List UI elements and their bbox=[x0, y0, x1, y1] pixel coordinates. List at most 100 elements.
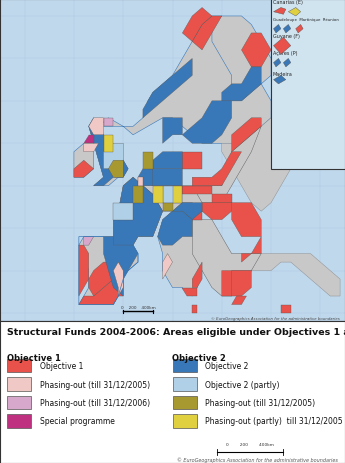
Polygon shape bbox=[183, 8, 212, 42]
Polygon shape bbox=[104, 119, 114, 127]
Bar bbox=[172, 377, 197, 391]
Polygon shape bbox=[192, 220, 261, 296]
Polygon shape bbox=[274, 8, 286, 15]
Bar bbox=[172, 414, 197, 428]
Polygon shape bbox=[222, 68, 261, 101]
Polygon shape bbox=[183, 288, 197, 296]
Text: Objective 1: Objective 1 bbox=[40, 362, 83, 370]
Polygon shape bbox=[252, 254, 340, 296]
Text: Phasing-out (till 31/12/2005): Phasing-out (till 31/12/2005) bbox=[205, 398, 315, 407]
Bar bbox=[7, 396, 31, 409]
Polygon shape bbox=[108, 161, 123, 178]
Text: Special programme: Special programme bbox=[40, 417, 115, 425]
Text: 0    200    400km: 0 200 400km bbox=[121, 305, 155, 309]
Polygon shape bbox=[138, 178, 143, 186]
Polygon shape bbox=[162, 186, 183, 203]
Polygon shape bbox=[84, 144, 99, 152]
Polygon shape bbox=[283, 59, 291, 68]
Polygon shape bbox=[162, 254, 172, 280]
Polygon shape bbox=[143, 152, 153, 169]
Polygon shape bbox=[283, 25, 291, 34]
Text: Objective 2: Objective 2 bbox=[172, 353, 226, 362]
Polygon shape bbox=[274, 59, 281, 68]
Text: Phasing-out (partly)  till 31/12/2005: Phasing-out (partly) till 31/12/2005 bbox=[205, 417, 343, 425]
Polygon shape bbox=[104, 136, 114, 152]
Polygon shape bbox=[84, 237, 93, 245]
Polygon shape bbox=[133, 186, 143, 203]
Polygon shape bbox=[192, 152, 242, 186]
Polygon shape bbox=[89, 119, 128, 186]
Polygon shape bbox=[114, 178, 162, 245]
Polygon shape bbox=[158, 212, 192, 245]
Polygon shape bbox=[153, 186, 162, 203]
Polygon shape bbox=[274, 76, 286, 85]
Polygon shape bbox=[74, 144, 93, 178]
Text: Objective 2 (partly): Objective 2 (partly) bbox=[205, 380, 280, 389]
Polygon shape bbox=[84, 136, 93, 144]
Text: Guadeloupe  Martinique  Réunion: Guadeloupe Martinique Réunion bbox=[273, 18, 338, 22]
Polygon shape bbox=[162, 203, 172, 212]
Polygon shape bbox=[143, 59, 192, 119]
Polygon shape bbox=[241, 34, 271, 68]
Polygon shape bbox=[281, 305, 291, 313]
Bar bbox=[7, 359, 31, 373]
Polygon shape bbox=[241, 237, 261, 263]
Text: © EuroGeographics Association for the administrative boundaries: © EuroGeographics Association for the ad… bbox=[211, 316, 340, 320]
Polygon shape bbox=[192, 17, 222, 51]
Polygon shape bbox=[192, 212, 202, 220]
Bar bbox=[271, 0, 345, 169]
Polygon shape bbox=[114, 203, 133, 220]
Polygon shape bbox=[192, 305, 197, 313]
Polygon shape bbox=[104, 237, 138, 296]
Polygon shape bbox=[79, 280, 123, 305]
Polygon shape bbox=[79, 237, 138, 305]
Polygon shape bbox=[148, 161, 153, 169]
Polygon shape bbox=[74, 161, 93, 178]
Polygon shape bbox=[231, 296, 246, 305]
Polygon shape bbox=[114, 263, 123, 296]
Polygon shape bbox=[172, 186, 183, 203]
Text: Madeira: Madeira bbox=[273, 72, 293, 77]
Polygon shape bbox=[172, 203, 202, 220]
Polygon shape bbox=[89, 119, 128, 186]
Polygon shape bbox=[183, 101, 231, 144]
Bar bbox=[7, 414, 31, 428]
Polygon shape bbox=[104, 144, 123, 169]
Polygon shape bbox=[202, 203, 231, 220]
Polygon shape bbox=[274, 25, 281, 34]
Polygon shape bbox=[222, 93, 321, 212]
Polygon shape bbox=[212, 17, 271, 101]
Polygon shape bbox=[274, 38, 291, 55]
Polygon shape bbox=[183, 186, 212, 195]
Polygon shape bbox=[192, 263, 202, 288]
Text: Phasing-out (till 31/12/2005): Phasing-out (till 31/12/2005) bbox=[40, 380, 150, 389]
Text: © EuroGeographics Association for the administrative boundaries: © EuroGeographics Association for the ad… bbox=[177, 456, 338, 462]
Polygon shape bbox=[212, 195, 231, 203]
Bar bbox=[172, 396, 197, 409]
Polygon shape bbox=[192, 127, 261, 203]
Text: 0        200        400km: 0 200 400km bbox=[226, 442, 274, 446]
Bar bbox=[7, 377, 31, 391]
Polygon shape bbox=[114, 178, 162, 245]
Text: Canarias (E): Canarias (E) bbox=[273, 0, 303, 5]
Polygon shape bbox=[158, 212, 202, 296]
Polygon shape bbox=[89, 119, 104, 136]
Polygon shape bbox=[89, 263, 118, 296]
Text: Structural Funds 2004-2006: Areas eligible under Objectives 1 and 2: Structural Funds 2004-2006: Areas eligib… bbox=[7, 327, 345, 337]
Polygon shape bbox=[79, 245, 89, 296]
Text: Phasing-out (till 31/12/2006): Phasing-out (till 31/12/2006) bbox=[40, 398, 150, 407]
Text: Objective 1: Objective 1 bbox=[7, 353, 61, 362]
Polygon shape bbox=[231, 203, 261, 237]
Polygon shape bbox=[231, 271, 252, 296]
Polygon shape bbox=[153, 152, 183, 169]
Polygon shape bbox=[296, 25, 303, 34]
Polygon shape bbox=[222, 271, 252, 296]
Polygon shape bbox=[231, 119, 261, 152]
Polygon shape bbox=[138, 161, 153, 186]
Polygon shape bbox=[288, 8, 300, 17]
Bar bbox=[172, 359, 197, 373]
Polygon shape bbox=[148, 169, 183, 186]
Text: Açores (P): Açores (P) bbox=[273, 51, 297, 56]
Text: Guyane (F): Guyane (F) bbox=[273, 34, 299, 39]
Polygon shape bbox=[99, 17, 271, 144]
